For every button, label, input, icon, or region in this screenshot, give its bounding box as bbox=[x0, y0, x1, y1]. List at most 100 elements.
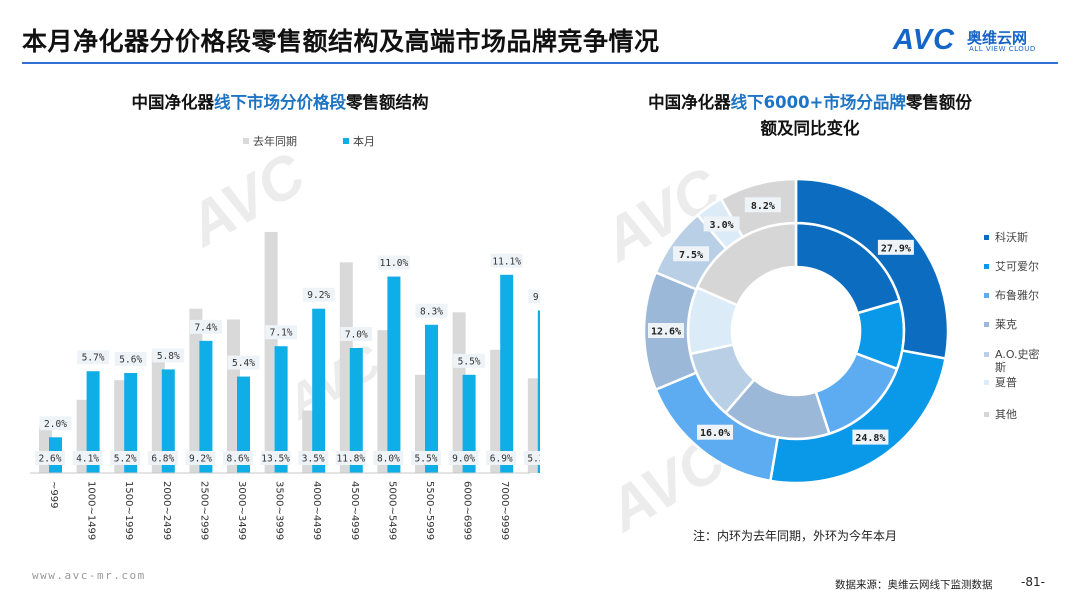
legend-swatch-this-month bbox=[343, 138, 349, 144]
donut-data-label: 12.6% bbox=[648, 323, 684, 338]
x-tick-label: 2000~2499 bbox=[161, 481, 172, 540]
svg-text:6.9%: 6.9% bbox=[490, 454, 513, 465]
bar-last-year bbox=[452, 312, 466, 473]
svg-text:7.4%: 7.4% bbox=[194, 322, 217, 333]
bar-chart: 去年同期 本月 2.6% 2.0% ~999 4.1% 5.7% 1000~1499 5.2% 5… bbox=[30, 134, 540, 540]
donut-chart: 27.9% 24.8% 16.0% 12.6% 7.5% 3.0% 8.2% bbox=[642, 177, 950, 485]
svg-text:8.3%: 8.3% bbox=[420, 306, 443, 317]
x-tick-label: 5000~5499 bbox=[386, 481, 397, 540]
data-label-this-month: 5.6% bbox=[114, 352, 147, 366]
data-label-this-month: 5.5% bbox=[453, 353, 486, 368]
data-label-last-year: 6.9% bbox=[486, 451, 517, 465]
legend-label-this-month: 本月 bbox=[353, 134, 375, 148]
data-label-this-month: 9.1% bbox=[528, 289, 540, 304]
svg-text:8.0%: 8.0% bbox=[377, 454, 400, 465]
donut-legend-item: 夏普 bbox=[984, 376, 1044, 389]
bar-this-month bbox=[537, 310, 540, 473]
bar-this-month bbox=[199, 340, 213, 473]
x-tick-label: 3500~3999 bbox=[274, 481, 285, 540]
donut-data-label: 8.2% bbox=[744, 197, 781, 213]
svg-text:16.0%: 16.0% bbox=[700, 428, 730, 439]
data-label-last-year: 5.3% bbox=[523, 451, 540, 465]
page-title: 本月净化器分价格段零售额结构及高端市场品牌竞争情况 bbox=[22, 27, 660, 56]
x-tick-label: 7000~9999 bbox=[499, 481, 510, 540]
bar-this-month bbox=[161, 369, 175, 473]
title-divider bbox=[22, 62, 1058, 64]
bar-this-month bbox=[349, 348, 363, 473]
legend-swatch bbox=[984, 412, 989, 417]
legend-swatch bbox=[984, 293, 989, 298]
bar-last-year bbox=[415, 374, 428, 473]
x-tick-label: 5500~5999 bbox=[424, 481, 435, 540]
bar-last-year bbox=[377, 330, 391, 473]
legend-swatch bbox=[984, 264, 989, 269]
data-label-this-month: 7.1% bbox=[265, 325, 298, 340]
avc-logo: AVC 奥维云网 ALL VIEW CLOUD bbox=[893, 24, 1058, 56]
data-label-last-year: 5.2% bbox=[110, 451, 141, 465]
data-label-this-month: 7.4% bbox=[189, 319, 222, 334]
bar-last-year bbox=[490, 349, 504, 473]
logo-name-en: ALL VIEW CLOUD bbox=[969, 45, 1036, 53]
x-tick-label: 1000~1499 bbox=[86, 481, 97, 540]
svg-text:24.8%: 24.8% bbox=[855, 433, 885, 444]
page-number: -81- bbox=[1021, 575, 1045, 589]
bar-last-year bbox=[339, 262, 353, 473]
svg-text:5.5%: 5.5% bbox=[458, 356, 481, 367]
data-label-this-month: 2.0% bbox=[39, 416, 72, 431]
svg-text:11.8%: 11.8% bbox=[336, 454, 365, 465]
bar-this-month bbox=[124, 373, 138, 473]
x-tick-label: 2500~2999 bbox=[198, 481, 209, 540]
svg-text:12.6%: 12.6% bbox=[651, 327, 681, 338]
bar-last-year bbox=[264, 231, 278, 473]
data-label-this-month: 11.1% bbox=[490, 253, 523, 268]
legend-swatch bbox=[984, 380, 989, 385]
data-label-last-year: 9.2% bbox=[185, 451, 216, 465]
legend-label: 布鲁雅尔 bbox=[995, 289, 1039, 302]
data-label-last-year: 3.5% bbox=[298, 451, 329, 465]
donut-data-label: 24.8% bbox=[852, 429, 889, 445]
svg-text:11.1%: 11.1% bbox=[492, 256, 521, 267]
svg-text:7.0%: 7.0% bbox=[345, 330, 368, 341]
website-url[interactable]: www.avc-mr.com bbox=[32, 569, 146, 582]
logo-name-cn: 奥维云网 bbox=[967, 29, 1028, 47]
data-label-last-year: 9.0% bbox=[448, 451, 479, 465]
donut-data-label: 3.0% bbox=[703, 216, 740, 232]
bar-this-month bbox=[237, 376, 250, 473]
legend-swatch bbox=[984, 235, 989, 240]
data-label-this-month: 5.7% bbox=[77, 350, 110, 365]
legend-swatch bbox=[984, 322, 989, 327]
bar-this-month bbox=[274, 346, 288, 473]
svg-text:5.2%: 5.2% bbox=[114, 454, 137, 465]
bar-this-month bbox=[312, 308, 326, 473]
data-label-this-month: 5.4% bbox=[227, 355, 260, 370]
donut-data-label: 7.5% bbox=[673, 246, 710, 262]
donut-legend-item: 艾可爱尔 bbox=[984, 260, 1044, 273]
svg-text:9.1%: 9.1% bbox=[533, 292, 540, 303]
donut-legend-item: 莱克 bbox=[984, 318, 1044, 331]
bar-this-month bbox=[500, 274, 514, 473]
svg-text:5.4%: 5.4% bbox=[232, 358, 255, 369]
svg-text:7.5%: 7.5% bbox=[679, 250, 703, 261]
svg-text:5.6%: 5.6% bbox=[119, 355, 142, 366]
data-label-last-year: 8.6% bbox=[223, 451, 253, 465]
svg-text:5.7%: 5.7% bbox=[82, 353, 105, 364]
chart-note: 注：内环为去年同期，外环为今年本月 bbox=[693, 529, 898, 543]
legend-label: 其他 bbox=[995, 408, 1017, 421]
svg-text:2.6%: 2.6% bbox=[39, 454, 62, 465]
data-label-this-month: 7.0% bbox=[340, 327, 373, 341]
svg-text:2.0%: 2.0% bbox=[44, 419, 67, 430]
legend-label: 艾可爱尔 bbox=[995, 260, 1039, 273]
donut-legend-item: 其他 bbox=[984, 408, 1044, 421]
data-label-this-month: 8.3% bbox=[415, 303, 448, 318]
bar-this-month bbox=[425, 324, 438, 473]
bar-last-year bbox=[151, 351, 165, 473]
svg-text:5.5%: 5.5% bbox=[415, 454, 438, 465]
bar-chart-title: 中国净化器线下市场分价格段零售额结构 bbox=[131, 93, 429, 112]
svg-text:3.5%: 3.5% bbox=[302, 454, 325, 465]
data-label-last-year: 6.8% bbox=[147, 451, 178, 465]
legend-label-last-year: 去年同期 bbox=[253, 134, 297, 148]
bar-this-month bbox=[86, 371, 100, 473]
data-label-last-year: 8.0% bbox=[373, 451, 404, 465]
data-label-this-month: 5.8% bbox=[152, 348, 185, 363]
svg-text:4.1%: 4.1% bbox=[76, 454, 99, 465]
